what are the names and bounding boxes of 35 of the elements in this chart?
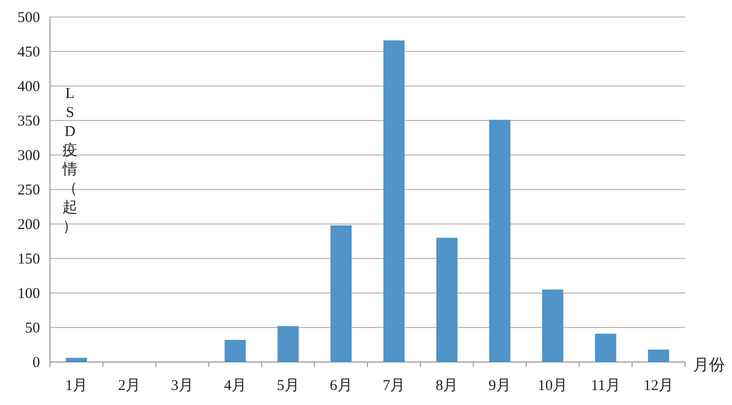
x-tick-label: 4月 — [224, 378, 246, 394]
x-tick-label: 7月 — [382, 378, 406, 394]
bar — [278, 326, 299, 362]
y-tick-label: 100 — [18, 286, 40, 302]
x-tick-label: 5月 — [276, 378, 300, 394]
y-tick-label: 200 — [18, 217, 40, 233]
x-tick-label: 8月 — [436, 378, 458, 394]
x-tick-label: 2月 — [118, 378, 141, 394]
bar — [436, 238, 458, 362]
bar — [542, 290, 564, 362]
y-tick-label: 150 — [18, 252, 40, 268]
x-tick-label: 6月 — [330, 378, 352, 394]
y-tick-label: 50 — [25, 320, 40, 336]
bar — [383, 40, 405, 362]
x-axis-title: 月份 — [693, 357, 725, 374]
y-tick-label: 250 — [18, 182, 40, 198]
y-tick-label: 400 — [18, 79, 40, 95]
bar — [595, 334, 616, 362]
y-tick-label: 300 — [18, 148, 40, 164]
bar — [648, 350, 670, 362]
y-axis-title: LSD疫情（起） — [62, 86, 78, 235]
x-tick-label: 3月 — [171, 378, 194, 394]
y-tick-label: 0 — [32, 355, 40, 371]
bar — [66, 358, 88, 362]
x-tick-label: 9月 — [488, 378, 512, 394]
y-tick-label: 500 — [18, 10, 40, 26]
x-tick-label: 1月 — [65, 378, 88, 394]
bar — [330, 225, 352, 362]
x-tick-label: 10月 — [538, 378, 568, 394]
y-tick-label: 450 — [18, 44, 40, 60]
y-tick-label: 350 — [18, 114, 40, 130]
x-tick-label: 11月 — [590, 378, 620, 394]
bar — [224, 340, 246, 362]
bar — [489, 120, 510, 362]
x-tick-label: 12月 — [644, 378, 674, 394]
